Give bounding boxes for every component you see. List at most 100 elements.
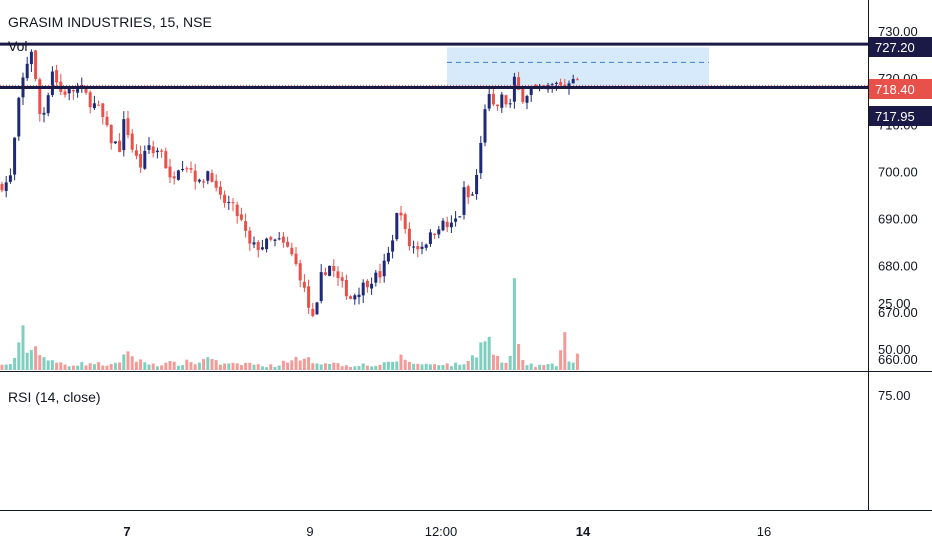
candle-body-132 [554,82,558,84]
volume-bar-67 [281,360,285,370]
volume-bar-11 [46,360,50,370]
candle-body-137 [575,79,579,81]
candle-body-43 [181,168,185,171]
volume-bar-8 [34,346,38,370]
candle-body-13 [55,70,59,83]
volume-bar-52 [218,364,222,370]
candle-body-36 [151,146,155,154]
candle-body-98 [412,246,416,248]
rsi-axis: 75.00 50.00 25.00 [878,296,911,403]
candle-body-123 [517,77,521,90]
candle-body-21 [88,92,92,108]
candle-body-15 [63,91,67,95]
candle-body-3 [13,137,17,175]
symbol-title[interactable]: GRASIM INDUSTRIES, 15, NSE [8,14,212,30]
candle-body-127 [533,84,537,87]
candle-body-66 [277,238,281,240]
candle-body-124 [521,88,525,102]
time-axis: 7 9 12:00 14 16 [123,524,771,539]
volume-bar-86 [361,363,365,370]
rsi-tick-2: 25.00 [878,296,911,311]
volume-bar-112 [470,355,474,370]
volume-bar-130 [546,364,550,370]
volume-bar-31 [130,356,134,370]
candle-body-80 [336,271,340,279]
candle-body-22 [92,103,96,109]
candle-body-44 [185,168,189,170]
price-tick-6: 670.00 [878,305,918,320]
candle-body-69 [290,247,294,255]
volume-bar-122 [512,278,516,370]
volume-bar-133 [559,350,563,370]
candle-body-54 [227,201,231,203]
candle-body-106 [445,221,449,228]
volume-label[interactable]: Vol [8,38,27,54]
volume-bar-54 [227,363,231,370]
candle-body-93 [391,240,395,252]
candle-body-53 [223,194,227,203]
candle-body-34 [143,150,147,169]
candle-body-71 [298,263,302,281]
time-tick-0: 7 [123,524,130,539]
time-tick-3: 14 [576,524,591,539]
upper-level-tag: 727.20 [869,37,932,57]
volume-bar-21 [88,363,92,370]
candle-body-48 [202,181,206,183]
volume-bar-134 [563,332,567,370]
volume-bar-109 [458,364,462,370]
candle-body-42 [176,170,180,180]
volume-bar-102 [428,364,432,370]
candle-body-40 [168,166,172,178]
candle-body-96 [403,214,407,229]
candle-body-113 [475,174,479,195]
volume-bar-108 [454,362,458,370]
volume-bar-57 [239,365,243,370]
volume-bar-117 [491,354,495,370]
volume-bar-29 [122,354,126,370]
volume-bar-10 [42,357,46,370]
candle-body-91 [382,260,386,277]
volume-bar-81 [340,366,344,370]
rsi-label[interactable]: RSI (14, close) [8,389,101,405]
volume-bar-2 [8,364,12,370]
horizontal-levels[interactable] [0,42,868,89]
candle-body-90 [378,271,382,278]
candle-body-119 [500,94,504,108]
volume-bar-115 [483,341,487,370]
rsi-tick-0: 75.00 [878,388,911,403]
candle-body-112 [470,194,474,196]
candle-body-122 [512,76,516,102]
volume-bar-62 [260,366,264,370]
volume-bar-61 [256,364,260,370]
candle-body-1 [4,182,8,191]
volume-bar-79 [332,362,336,370]
volume-bar-96 [403,359,407,370]
volume-bar-37 [155,366,159,370]
price-tick-3: 700.00 [878,165,918,180]
candle-body-55 [231,202,235,204]
candle-body-49 [206,171,210,181]
volume-bar-16 [67,366,71,370]
candle-body-97 [407,228,411,247]
candle-body-23 [97,104,101,106]
volume-bar-3 [13,357,17,370]
price-tick-5: 680.00 [878,258,918,273]
candle-body-63 [265,238,269,250]
volume-bar-87 [365,365,369,370]
volume-bar-4 [17,342,21,370]
volume-bar-44 [185,359,189,370]
candle-body-6 [25,63,29,79]
candle-body-30 [126,118,130,136]
price-range-box[interactable] [447,47,709,88]
candle-body-74 [311,308,315,316]
candle-body-95 [399,212,403,216]
candle-body-65 [273,239,277,241]
candle-body-88 [370,283,374,289]
volume-bar-13 [55,362,59,370]
volume-bar-48 [202,359,206,370]
volume-bar-9 [38,355,42,370]
volume-bar-28 [118,362,122,370]
candle-body-67 [281,236,285,243]
